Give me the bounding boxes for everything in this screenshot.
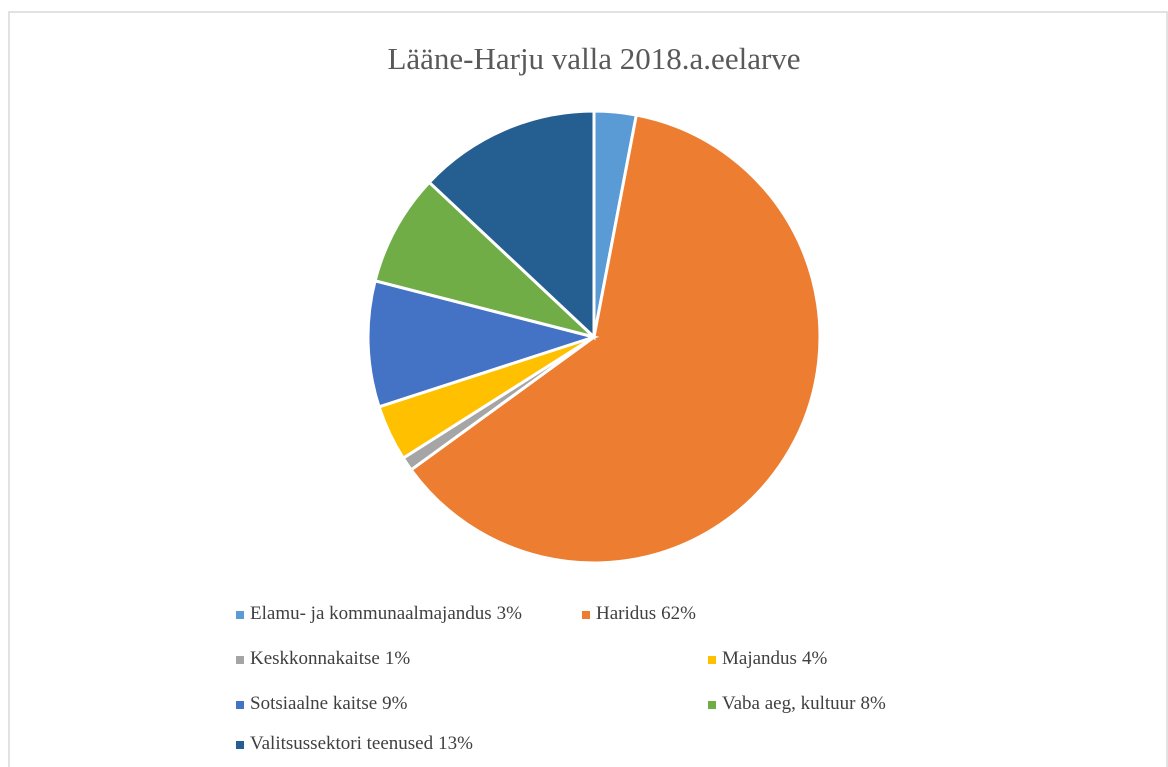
pie-slice	[409, 113, 822, 565]
legend-label: Vaba aeg, kultuur 8%	[722, 693, 886, 714]
pie-slice	[366, 278, 600, 409]
legend-label: Valitsussektori teenused 13%	[250, 733, 473, 754]
legend-value: 3%	[497, 603, 523, 624]
legend-label: Sotsiaalne kaitse 9%	[250, 693, 408, 714]
pie-slice	[373, 180, 596, 339]
legend-value: 62%	[661, 603, 696, 624]
legend-swatch	[708, 656, 716, 664]
chart-title: Lääne-Harju valla 2018.a.eelarve	[387, 41, 800, 76]
legend-label: Haridus 62%	[596, 603, 696, 624]
legend-name: Majandus	[722, 648, 797, 669]
legend-swatch	[236, 741, 244, 749]
legend-swatch	[236, 611, 244, 619]
legend-name: Valitsussektori teenused	[250, 733, 434, 754]
legend-swatch	[708, 701, 716, 709]
legend-value: 4%	[802, 648, 828, 669]
legend-label: Keskkonnakaitse 1%	[250, 648, 410, 669]
legend-name: Sotsiaalne kaitse	[250, 693, 377, 714]
legend-swatch	[582, 611, 590, 619]
legend-swatch	[236, 701, 244, 709]
legend-value: 9%	[382, 693, 408, 714]
legend-name: Vaba aeg, kultuur	[722, 693, 856, 714]
legend-name: Keskkonnakaitse	[250, 648, 380, 669]
legend-name: Elamu- ja kommunaalmajandus	[250, 603, 492, 624]
legend-label: Elamu- ja kommunaalmajandus 3%	[250, 603, 522, 624]
legend-name: Haridus	[596, 603, 656, 624]
legend-value: 1%	[385, 648, 411, 669]
legend-label: Majandus 4%	[722, 648, 827, 669]
legend-swatch	[236, 656, 244, 664]
legend-value: 8%	[860, 693, 886, 714]
legend-value: 13%	[438, 733, 473, 754]
pie-slice	[427, 109, 596, 341]
